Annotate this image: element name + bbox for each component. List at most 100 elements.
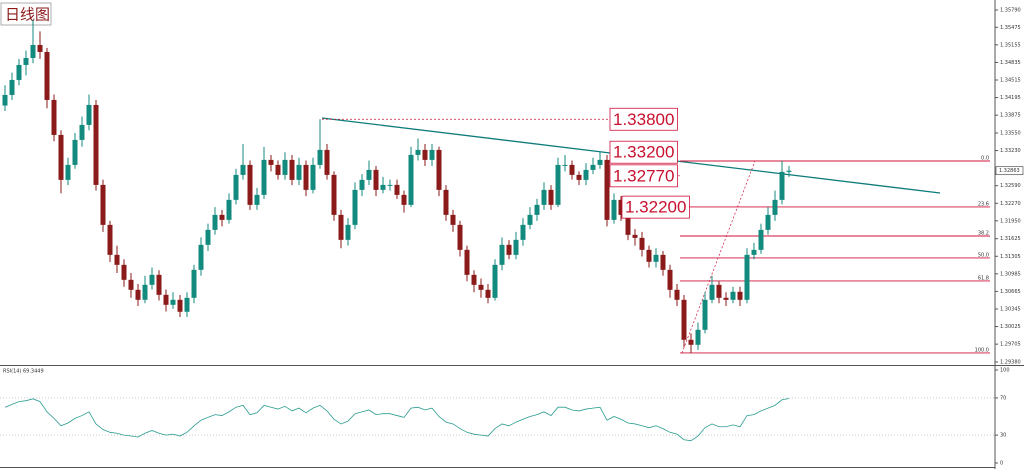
candle-body	[149, 274, 155, 285]
candle-body	[506, 244, 512, 255]
candle-body	[478, 284, 484, 290]
candle-body	[639, 237, 645, 250]
candle-body	[317, 149, 323, 165]
fib-label: 50.0	[978, 252, 989, 258]
y-tick-label: 1.33230	[1000, 148, 1021, 154]
candle-body	[219, 214, 225, 220]
y-tick-label: 1.30025	[1000, 324, 1021, 330]
candle-body	[464, 249, 470, 275]
candle-body	[653, 254, 659, 262]
candle-body	[72, 139, 78, 165]
annotation-box	[609, 164, 678, 188]
candle-body	[380, 184, 386, 190]
candle-body	[310, 164, 316, 190]
candle-body	[485, 289, 491, 298]
candle-body	[170, 299, 176, 305]
candle-body	[555, 164, 561, 205]
annotation-box	[609, 107, 678, 131]
candle-body	[548, 189, 554, 205]
candle-body	[16, 64, 22, 80]
current-price-box	[995, 166, 1024, 176]
candle-body	[198, 244, 204, 270]
candle-body	[457, 224, 463, 250]
y-tick-label: 1.32270	[1000, 201, 1021, 207]
candle-body	[695, 329, 701, 345]
candle-body	[51, 99, 57, 135]
candle-body	[296, 164, 302, 180]
candle-body	[177, 299, 183, 312]
candle-body	[303, 164, 309, 190]
candle-body	[597, 159, 603, 165]
rsi-tick-label: 30	[1000, 433, 1006, 439]
candle-body	[632, 234, 638, 238]
candle-body	[387, 184, 393, 186]
candle-body	[191, 269, 197, 298]
candle-body	[450, 214, 456, 225]
candle-body	[604, 159, 610, 220]
candle-body	[100, 184, 106, 225]
candle-body	[205, 229, 211, 245]
annotation-box	[609, 140, 678, 164]
fib-label: 23.6	[978, 201, 989, 207]
title-box	[0, 2, 52, 26]
candle-body	[247, 164, 253, 205]
current-price-label: 1.32863	[999, 168, 1020, 174]
y-tick-label: 1.30665	[1000, 289, 1021, 295]
candle-body	[233, 174, 239, 200]
candle-body	[520, 224, 526, 240]
candle-body	[394, 184, 400, 195]
candle-body	[646, 249, 652, 262]
fib-label: 0.0	[981, 156, 989, 162]
candle-body	[44, 51, 50, 100]
candle-body	[583, 169, 589, 180]
candle-body	[471, 274, 477, 285]
candle-body	[212, 214, 218, 230]
candle-body	[156, 274, 162, 295]
candle-body	[436, 149, 442, 190]
candle-body	[674, 289, 680, 300]
fib-label: 61.8	[978, 275, 989, 281]
candle-body	[9, 79, 15, 95]
candle-body	[772, 199, 778, 215]
candle-body	[716, 284, 722, 298]
annotation-label: 1.32770	[613, 166, 674, 185]
y-tick-label: 1.31625	[1000, 236, 1021, 242]
candle-body	[590, 164, 596, 170]
annotation-label: 1.33800	[613, 110, 674, 129]
candle-body	[37, 44, 43, 52]
candle-body	[562, 164, 568, 166]
candle-body	[492, 264, 498, 298]
candle-body	[422, 149, 428, 160]
candle-body	[226, 199, 232, 220]
y-tick-label: 1.30345	[1000, 306, 1021, 312]
candle-body	[534, 204, 540, 215]
candle-body	[786, 170, 792, 172]
candle-body	[366, 169, 372, 180]
y-tick-label: 1.35155	[1000, 42, 1021, 48]
y-tick-label: 1.29380	[1000, 359, 1021, 365]
candle-body	[681, 299, 687, 340]
candle-body	[135, 289, 141, 300]
candle-body	[408, 154, 414, 205]
candle-body	[688, 339, 694, 345]
candle-body	[744, 254, 750, 300]
y-tick-label: 1.34195	[1000, 95, 1021, 101]
candle-body	[660, 254, 666, 270]
annotation-box	[621, 195, 690, 219]
y-tick-label: 1.30985	[1000, 271, 1021, 277]
candle-body	[527, 214, 533, 225]
annotation-label: 1.32200	[625, 198, 686, 217]
rsi-tick-label: 100	[1000, 368, 1010, 374]
candle-body	[58, 134, 64, 180]
candle-body	[415, 149, 421, 155]
candle-body	[93, 104, 99, 185]
candle-body	[352, 189, 358, 225]
y-tick-label: 1.32590	[1000, 183, 1021, 189]
candle-body	[401, 194, 407, 205]
candle-body	[240, 164, 246, 175]
candle-body	[184, 297, 190, 312]
chart-title: 日线图	[5, 6, 50, 24]
